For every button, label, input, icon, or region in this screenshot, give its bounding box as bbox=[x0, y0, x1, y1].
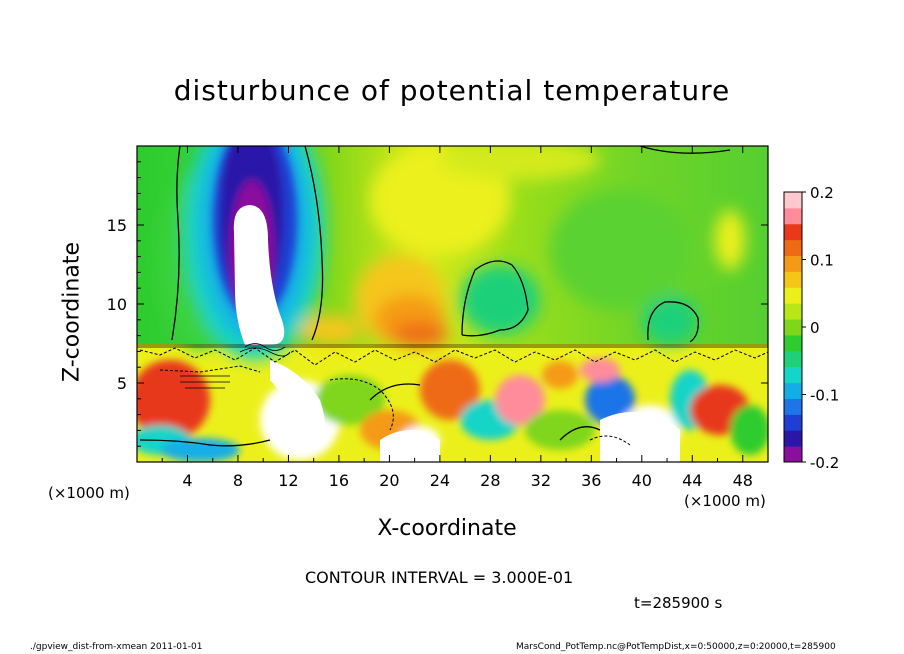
colorbar-swatch bbox=[784, 223, 802, 241]
x-axis: 4 8 12 16 20 24 28 32 36 40 44 48 bbox=[161, 146, 753, 490]
colorbar-swatch bbox=[784, 319, 802, 336]
x-tick-label: 16 bbox=[329, 471, 349, 490]
contour-interval-label: CONTOUR INTERVAL = 3.000E-01 bbox=[305, 568, 574, 587]
x-tick-label: 28 bbox=[480, 471, 500, 490]
x-unit-label-left: (×1000 m) bbox=[48, 484, 130, 502]
x-tick-label: 48 bbox=[733, 471, 753, 490]
colorbar-swatch bbox=[784, 398, 802, 415]
colorbar-swatch bbox=[784, 255, 802, 272]
colorbar-tick-label: 0.2 bbox=[810, 184, 834, 202]
x-tick-label: 8 bbox=[233, 471, 243, 490]
colorbar-swatch bbox=[784, 303, 802, 320]
colorbar-tick-label: -0.2 bbox=[810, 454, 839, 472]
colorbar-swatch bbox=[784, 350, 802, 368]
colorbar-swatch bbox=[784, 207, 802, 225]
footer-source: MarsCond_PotTemp.nc@PotTempDist,x=0:5000… bbox=[516, 642, 836, 652]
colorbar-swatch bbox=[784, 287, 802, 304]
colorbar-swatch bbox=[784, 366, 802, 384]
y-tick-label: 15 bbox=[107, 216, 127, 235]
x-tick-label: 32 bbox=[531, 471, 551, 490]
colorbar: 0.2 0.1 0 -0.1 -0.2 bbox=[783, 184, 839, 472]
x-tick-label: 24 bbox=[430, 471, 450, 490]
footer-command: ./gpview_dist-from-xmean 2011-01-01 bbox=[30, 642, 203, 652]
x-tick-label: 12 bbox=[278, 471, 298, 490]
colorbar-swatch bbox=[784, 192, 802, 209]
chart-title: disturbunce of potential temperature bbox=[173, 74, 731, 107]
x-tick-label: 44 bbox=[682, 471, 702, 490]
x-tick-label: 36 bbox=[581, 471, 601, 490]
x-unit-label-right: (×1000 m) bbox=[684, 492, 766, 510]
x-tick-label: 4 bbox=[182, 471, 192, 490]
colorbar-swatch bbox=[784, 430, 802, 447]
y-axis-label: Z-coordinate bbox=[59, 242, 85, 382]
colorbar-swatch bbox=[784, 239, 802, 257]
x-axis-label-wrap: X-coordinate bbox=[0, 516, 904, 541]
colorbar-swatch bbox=[784, 334, 802, 352]
time-label: t=285900 s bbox=[634, 594, 723, 612]
heatmap-field bbox=[137, 146, 768, 462]
colorbar-tick-label: 0.1 bbox=[810, 252, 834, 270]
y-tick-label: 10 bbox=[107, 295, 127, 314]
x-tick-label: 40 bbox=[632, 471, 652, 490]
y-tick-label: 5 bbox=[117, 374, 127, 393]
colorbar-tick-label: 0 bbox=[810, 319, 820, 337]
x-tick-label: 20 bbox=[379, 471, 399, 490]
colorbar-swatch bbox=[784, 382, 802, 399]
x-axis-label: X-coordinate bbox=[377, 516, 517, 541]
colorbar-swatch bbox=[784, 414, 802, 431]
y-axis: 5 10 15 bbox=[107, 161, 768, 447]
colorbar-swatch bbox=[784, 446, 802, 463]
colorbar-tick-label: -0.1 bbox=[810, 387, 839, 405]
colorbar-swatch bbox=[784, 271, 802, 288]
